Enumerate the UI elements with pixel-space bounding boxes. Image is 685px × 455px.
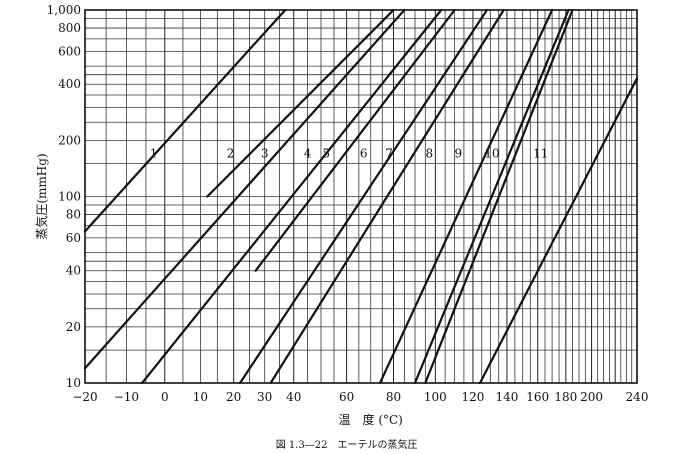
curve-9 [413, 8, 570, 385]
curve-label-1: 1 [150, 147, 158, 161]
x-tick-label: 200 [580, 390, 603, 404]
curve-8 [378, 8, 554, 385]
curve-label-6: 6 [360, 147, 368, 161]
x-tick-label: 100 [424, 390, 447, 404]
y-tick-label: 80 [66, 208, 81, 222]
plot-frame [84, 9, 638, 384]
curve-label-7: 7 [385, 147, 393, 161]
curve-6 [238, 8, 489, 385]
curve-label-10: 10 [484, 147, 499, 161]
figure-caption: 図 1.3—22 エーテルの蒸気圧 [276, 438, 418, 451]
y-tick-label: 1,000 [47, 3, 81, 17]
y-axis-title: 蒸気圧(mmHg) [34, 153, 49, 239]
x-tick-label: 80 [386, 390, 401, 404]
curve-label-2: 2 [227, 147, 235, 161]
curve-label-8: 8 [426, 147, 434, 161]
curve-labels: 1 2 3 4 5 6 7 8 9 10 11 [150, 147, 549, 161]
y-tick-label: 60 [66, 231, 81, 245]
x-tick-label: 240 [626, 390, 649, 404]
y-tick-label: 400 [58, 77, 81, 91]
curve-5 [140, 8, 443, 385]
curves [83, 8, 639, 385]
x-tick-label: 120 [461, 390, 484, 404]
curve-2 [206, 8, 395, 198]
y-tick-label: 200 [58, 133, 81, 147]
x-tick-label: 10 [193, 390, 208, 404]
curve-3 [83, 8, 406, 370]
curve-7 [269, 8, 505, 385]
x-tick-label: 140 [495, 390, 518, 404]
x-tick-label: −10 [114, 390, 139, 404]
curve-label-4: 4 [304, 147, 312, 161]
curve-label-5: 5 [322, 147, 330, 161]
x-tick-label: 0 [161, 390, 169, 404]
curve-label-11: 11 [533, 147, 548, 161]
y-tick-label: 100 [58, 190, 81, 204]
curve-4 [254, 8, 456, 272]
y-tick-label: 10 [66, 376, 81, 390]
y-tick-label: 20 [66, 320, 81, 334]
x-tick-label: 30 [257, 390, 272, 404]
y-tick-label: 800 [58, 21, 81, 35]
x-axis-title: 温 度 (°C) [339, 412, 403, 427]
curve-label-3: 3 [261, 147, 269, 161]
curve-11 [478, 77, 639, 385]
x-tick-label: 40 [286, 390, 301, 404]
x-tick-label: −20 [72, 390, 97, 404]
curve-1 [83, 8, 287, 233]
curve-10 [424, 8, 574, 385]
curve-label-9: 9 [455, 147, 463, 161]
y-tick-label: 40 [66, 264, 81, 278]
y-tick-label: 600 [58, 44, 81, 58]
grid [84, 9, 638, 384]
x-tick-label: 20 [226, 390, 241, 404]
x-tick-labels: −20 −10 0 10 20 30 40 60 80 100 120 140 160 180 200 240 [72, 390, 648, 404]
y-tick-labels: 10 20 40 60 80 100 200 400 600 800 1,000 [47, 3, 81, 390]
x-tick-label: 60 [339, 390, 354, 404]
x-tick-label: 180 [554, 390, 577, 404]
x-tick-label: 160 [526, 390, 549, 404]
